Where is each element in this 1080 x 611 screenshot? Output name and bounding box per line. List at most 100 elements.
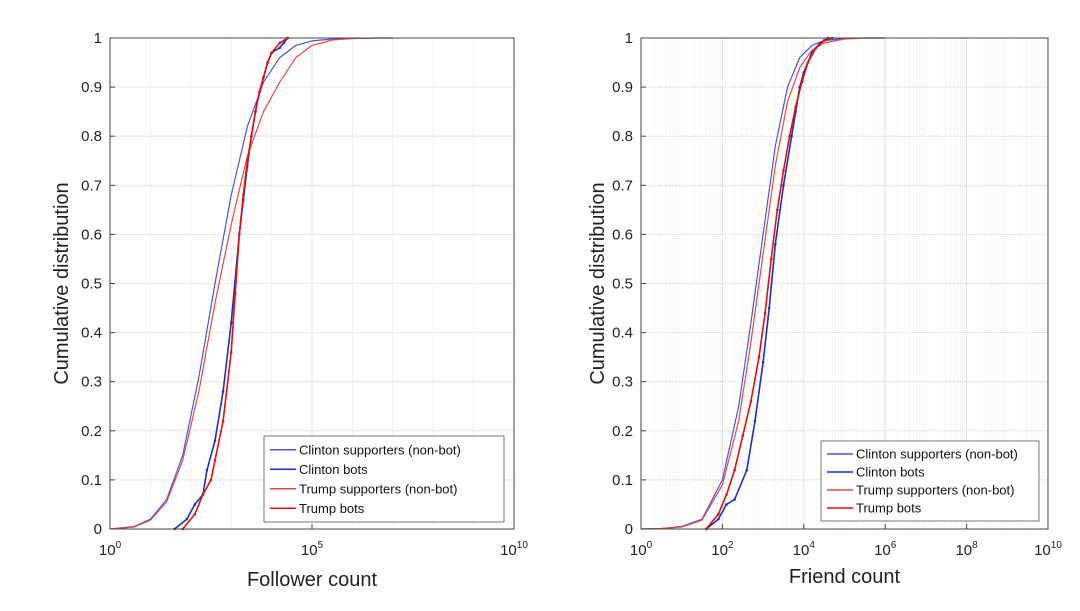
series-point bbox=[741, 434, 745, 438]
series-point bbox=[213, 458, 217, 462]
y-tick-label: 1 bbox=[94, 30, 102, 47]
series-point bbox=[814, 46, 818, 50]
series-point bbox=[757, 355, 761, 359]
series-line-1 bbox=[640, 37, 886, 530]
series-point bbox=[270, 51, 273, 55]
series-point bbox=[209, 478, 213, 482]
series-point bbox=[229, 350, 233, 354]
x-tick-label: 105 bbox=[301, 540, 324, 559]
series-point bbox=[185, 517, 189, 521]
series-point bbox=[229, 321, 233, 325]
y-tick-label: 0.1 bbox=[81, 472, 102, 489]
y-tick-label: 0.4 bbox=[612, 325, 633, 342]
series-point bbox=[221, 390, 225, 393]
x-tick-label: 108 bbox=[955, 540, 978, 559]
legend-box bbox=[263, 435, 505, 523]
series-point bbox=[774, 242, 777, 246]
legend-label: Trump bots bbox=[856, 501, 922, 516]
x-tick-label: 106 bbox=[874, 540, 897, 559]
x-tick-label: 104 bbox=[793, 540, 816, 559]
y-tick-label: 0 bbox=[94, 521, 102, 538]
series-line-4 bbox=[705, 37, 833, 530]
series-point bbox=[782, 184, 785, 187]
x-tick-label: 1010 bbox=[500, 540, 528, 559]
series-point bbox=[769, 257, 773, 261]
legend-label: Trump supporters (non-bot) bbox=[856, 483, 1014, 498]
y-tick-label: 0.2 bbox=[612, 423, 633, 440]
y-tick-label: 0.8 bbox=[81, 128, 102, 145]
series-point bbox=[717, 517, 720, 521]
x-axis-label: Friend count bbox=[789, 566, 901, 588]
legend-label: Trump supporters (non-bot) bbox=[299, 481, 457, 496]
y-tick-label: 0.9 bbox=[612, 79, 633, 96]
x-tick-label: 102 bbox=[711, 540, 734, 559]
series-line-3 bbox=[640, 37, 886, 530]
y-tick-label: 0.4 bbox=[81, 325, 102, 342]
series-point bbox=[221, 419, 225, 423]
series-point bbox=[242, 193, 245, 197]
series-point bbox=[266, 61, 269, 64]
series-point bbox=[733, 498, 736, 501]
y-tick-label: 0.7 bbox=[612, 177, 633, 194]
y-tick-label: 0.5 bbox=[81, 276, 102, 293]
series-point bbox=[250, 134, 253, 138]
series-point bbox=[745, 468, 749, 472]
series-point bbox=[278, 41, 281, 45]
series-point bbox=[753, 419, 757, 423]
series-point bbox=[237, 233, 241, 236]
series-point bbox=[733, 468, 736, 472]
series-point bbox=[767, 306, 771, 310]
series-point bbox=[725, 493, 728, 496]
legend-label: Clinton bots bbox=[299, 462, 368, 477]
right-panel-friend-count: 0 0.1 0.2 0.3 0.4 0.5 0.6 0.7 0.8 0.9 1 100 102 104 10… bbox=[587, 30, 1062, 588]
series-point bbox=[213, 439, 217, 442]
series-point bbox=[776, 208, 779, 212]
y-tick-label: 0.9 bbox=[81, 79, 102, 96]
legend-label: Clinton supporters (non-bot) bbox=[299, 442, 461, 457]
series-point bbox=[790, 134, 793, 138]
series-point bbox=[282, 41, 286, 45]
series-line-3 bbox=[109, 37, 393, 530]
y-tick-label: 0.6 bbox=[612, 226, 633, 243]
series-point bbox=[717, 512, 720, 516]
series-point bbox=[254, 110, 257, 113]
legend-label: Trump bots bbox=[299, 501, 365, 516]
y-tick-label: 0.3 bbox=[81, 374, 102, 391]
legend-box bbox=[820, 440, 1040, 522]
y-tick-label: 0.2 bbox=[81, 423, 102, 440]
x-axis-label: Follower count bbox=[247, 569, 378, 591]
y-tick-label: 0 bbox=[625, 521, 633, 538]
legend-label: Clinton supporters (non-bot) bbox=[856, 447, 1018, 462]
legend: Clinton supporters (non-bot) Clinton bots… bbox=[263, 435, 505, 523]
y-tick-label: 0.3 bbox=[612, 374, 633, 391]
series-point bbox=[278, 46, 281, 50]
x-tick-label: 100 bbox=[630, 540, 653, 559]
legend: Clinton supporters (non-bot) Clinton bots… bbox=[820, 440, 1040, 522]
left-panel-follower-count: 0 0.1 0.2 0.3 0.4 0.5 0.6 0.7 0.8 0.9 1 100 105 1010 F… bbox=[51, 30, 528, 591]
series-point bbox=[205, 468, 209, 472]
series-point bbox=[749, 400, 753, 403]
series-point bbox=[725, 503, 728, 506]
y-tick-label: 1 bbox=[625, 30, 633, 47]
series-point bbox=[806, 61, 810, 64]
y-axis-label: Cumulative distribution bbox=[587, 182, 609, 384]
y-tick-label: 0.7 bbox=[81, 177, 102, 194]
series-line-1 bbox=[109, 37, 393, 530]
y-tick-label: 0.6 bbox=[81, 226, 102, 243]
y-tick-label: 0.1 bbox=[612, 472, 633, 489]
series-point bbox=[201, 493, 205, 496]
legend-label: Clinton bots bbox=[856, 465, 925, 480]
x-tick-label: 1010 bbox=[1034, 540, 1062, 559]
series-point bbox=[788, 134, 791, 138]
series-point bbox=[822, 39, 826, 42]
series-point bbox=[800, 80, 804, 84]
series-point bbox=[782, 169, 785, 172]
x-tick-label: 100 bbox=[99, 540, 122, 559]
series-point bbox=[763, 311, 767, 315]
series-point bbox=[246, 159, 249, 163]
series-point bbox=[761, 360, 765, 364]
series-point bbox=[258, 90, 261, 94]
series-point bbox=[193, 512, 197, 516]
series-point bbox=[794, 105, 797, 109]
